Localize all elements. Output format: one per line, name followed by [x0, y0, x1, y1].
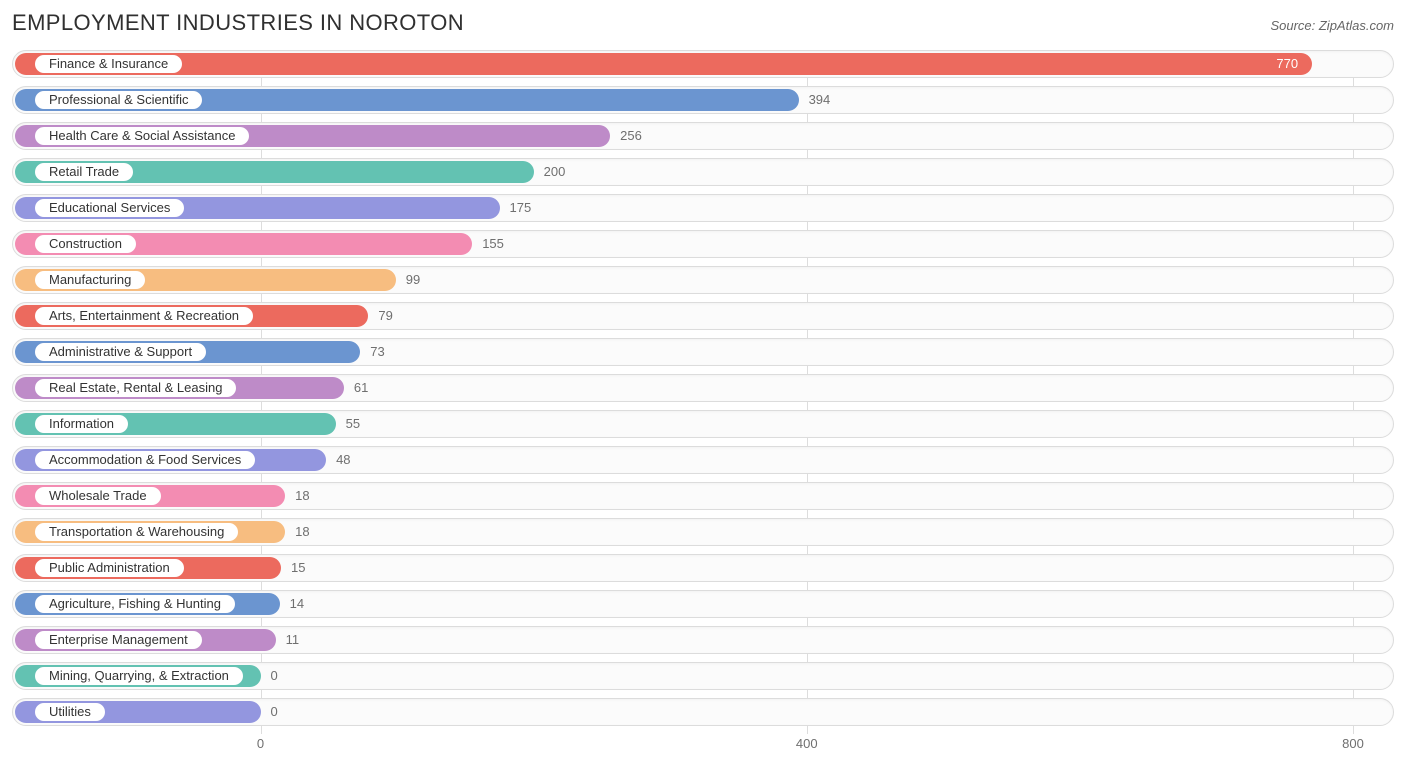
bar-row: Information 55 [12, 410, 1394, 438]
axis-tick-label: 800 [1342, 736, 1364, 751]
category-label: Educational Services [34, 198, 185, 218]
value-label: 11 [286, 626, 300, 654]
bar-row: Retail Trade 200 [12, 158, 1394, 186]
bar-row: Public Administration 15 [12, 554, 1394, 582]
value-label: 73 [370, 338, 384, 366]
value-label: 61 [354, 374, 368, 402]
value-label: 256 [620, 122, 642, 150]
category-label: Professional & Scientific [34, 90, 203, 110]
category-label: Information [34, 414, 129, 434]
bar-row: Real Estate, Rental & Leasing 61 [12, 374, 1394, 402]
bar-row: Manufacturing 99 [12, 266, 1394, 294]
bar-row: Arts, Entertainment & Recreation 79 [12, 302, 1394, 330]
category-label: Administrative & Support [34, 342, 207, 362]
value-label: 99 [406, 266, 420, 294]
bar-row: Health Care & Social Assistance 256 [12, 122, 1394, 150]
category-label: Agriculture, Fishing & Hunting [34, 594, 236, 614]
x-axis: 0 400 800 [12, 734, 1394, 754]
category-label: Construction [34, 234, 137, 254]
chart-area: Finance & Insurance 770 Professional & Sci… [12, 50, 1394, 754]
category-label: Arts, Entertainment & Recreation [34, 306, 254, 326]
value-label: 15 [291, 554, 305, 582]
value-label: 155 [482, 230, 504, 258]
value-label: 18 [295, 482, 309, 510]
bar-row: Wholesale Trade 18 [12, 482, 1394, 510]
axis-tick-label: 400 [796, 736, 818, 751]
category-label: Mining, Quarrying, & Extraction [34, 666, 244, 686]
category-label: Enterprise Management [34, 630, 203, 650]
category-label: Retail Trade [34, 162, 134, 182]
source-label: Source: ZipAtlas.com [1270, 18, 1394, 33]
value-label: 14 [290, 590, 304, 618]
value-label: 18 [295, 518, 309, 546]
category-label: Finance & Insurance [34, 54, 183, 74]
category-label: Transportation & Warehousing [34, 522, 239, 542]
value-label: 79 [378, 302, 392, 330]
bar-row: Finance & Insurance 770 [12, 50, 1394, 78]
bar-row: Accommodation & Food Services 48 [12, 446, 1394, 474]
axis-tick-label: 0 [257, 736, 264, 751]
bar-row: Educational Services 175 [12, 194, 1394, 222]
bar-row: Enterprise Management 11 [12, 626, 1394, 654]
bar-row: Professional & Scientific 394 [12, 86, 1394, 114]
category-label: Manufacturing [34, 270, 146, 290]
category-label: Wholesale Trade [34, 486, 162, 506]
value-label: 55 [346, 410, 360, 438]
bar-fill [15, 53, 1312, 75]
bar-row: Mining, Quarrying, & Extraction 0 [12, 662, 1394, 690]
category-label: Health Care & Social Assistance [34, 126, 250, 146]
header: EMPLOYMENT INDUSTRIES IN NOROTON Source:… [12, 10, 1394, 36]
value-label: 175 [510, 194, 532, 222]
value-label: 770 [1276, 50, 1298, 78]
bar-row: Utilities 0 [12, 698, 1394, 726]
value-label: 200 [544, 158, 566, 186]
category-label: Real Estate, Rental & Leasing [34, 378, 237, 398]
value-label: 394 [809, 86, 831, 114]
value-label: 48 [336, 446, 350, 474]
chart-title: EMPLOYMENT INDUSTRIES IN NOROTON [12, 10, 464, 36]
bars-container: Finance & Insurance 770 Professional & Sci… [12, 50, 1394, 726]
value-label: 0 [271, 698, 278, 726]
category-label: Public Administration [34, 558, 185, 578]
bar-row: Administrative & Support 73 [12, 338, 1394, 366]
bar-row: Transportation & Warehousing 18 [12, 518, 1394, 546]
category-label: Utilities [34, 702, 106, 722]
bar-row: Agriculture, Fishing & Hunting 14 [12, 590, 1394, 618]
category-label: Accommodation & Food Services [34, 450, 256, 470]
value-label: 0 [271, 662, 278, 690]
bar-row: Construction 155 [12, 230, 1394, 258]
